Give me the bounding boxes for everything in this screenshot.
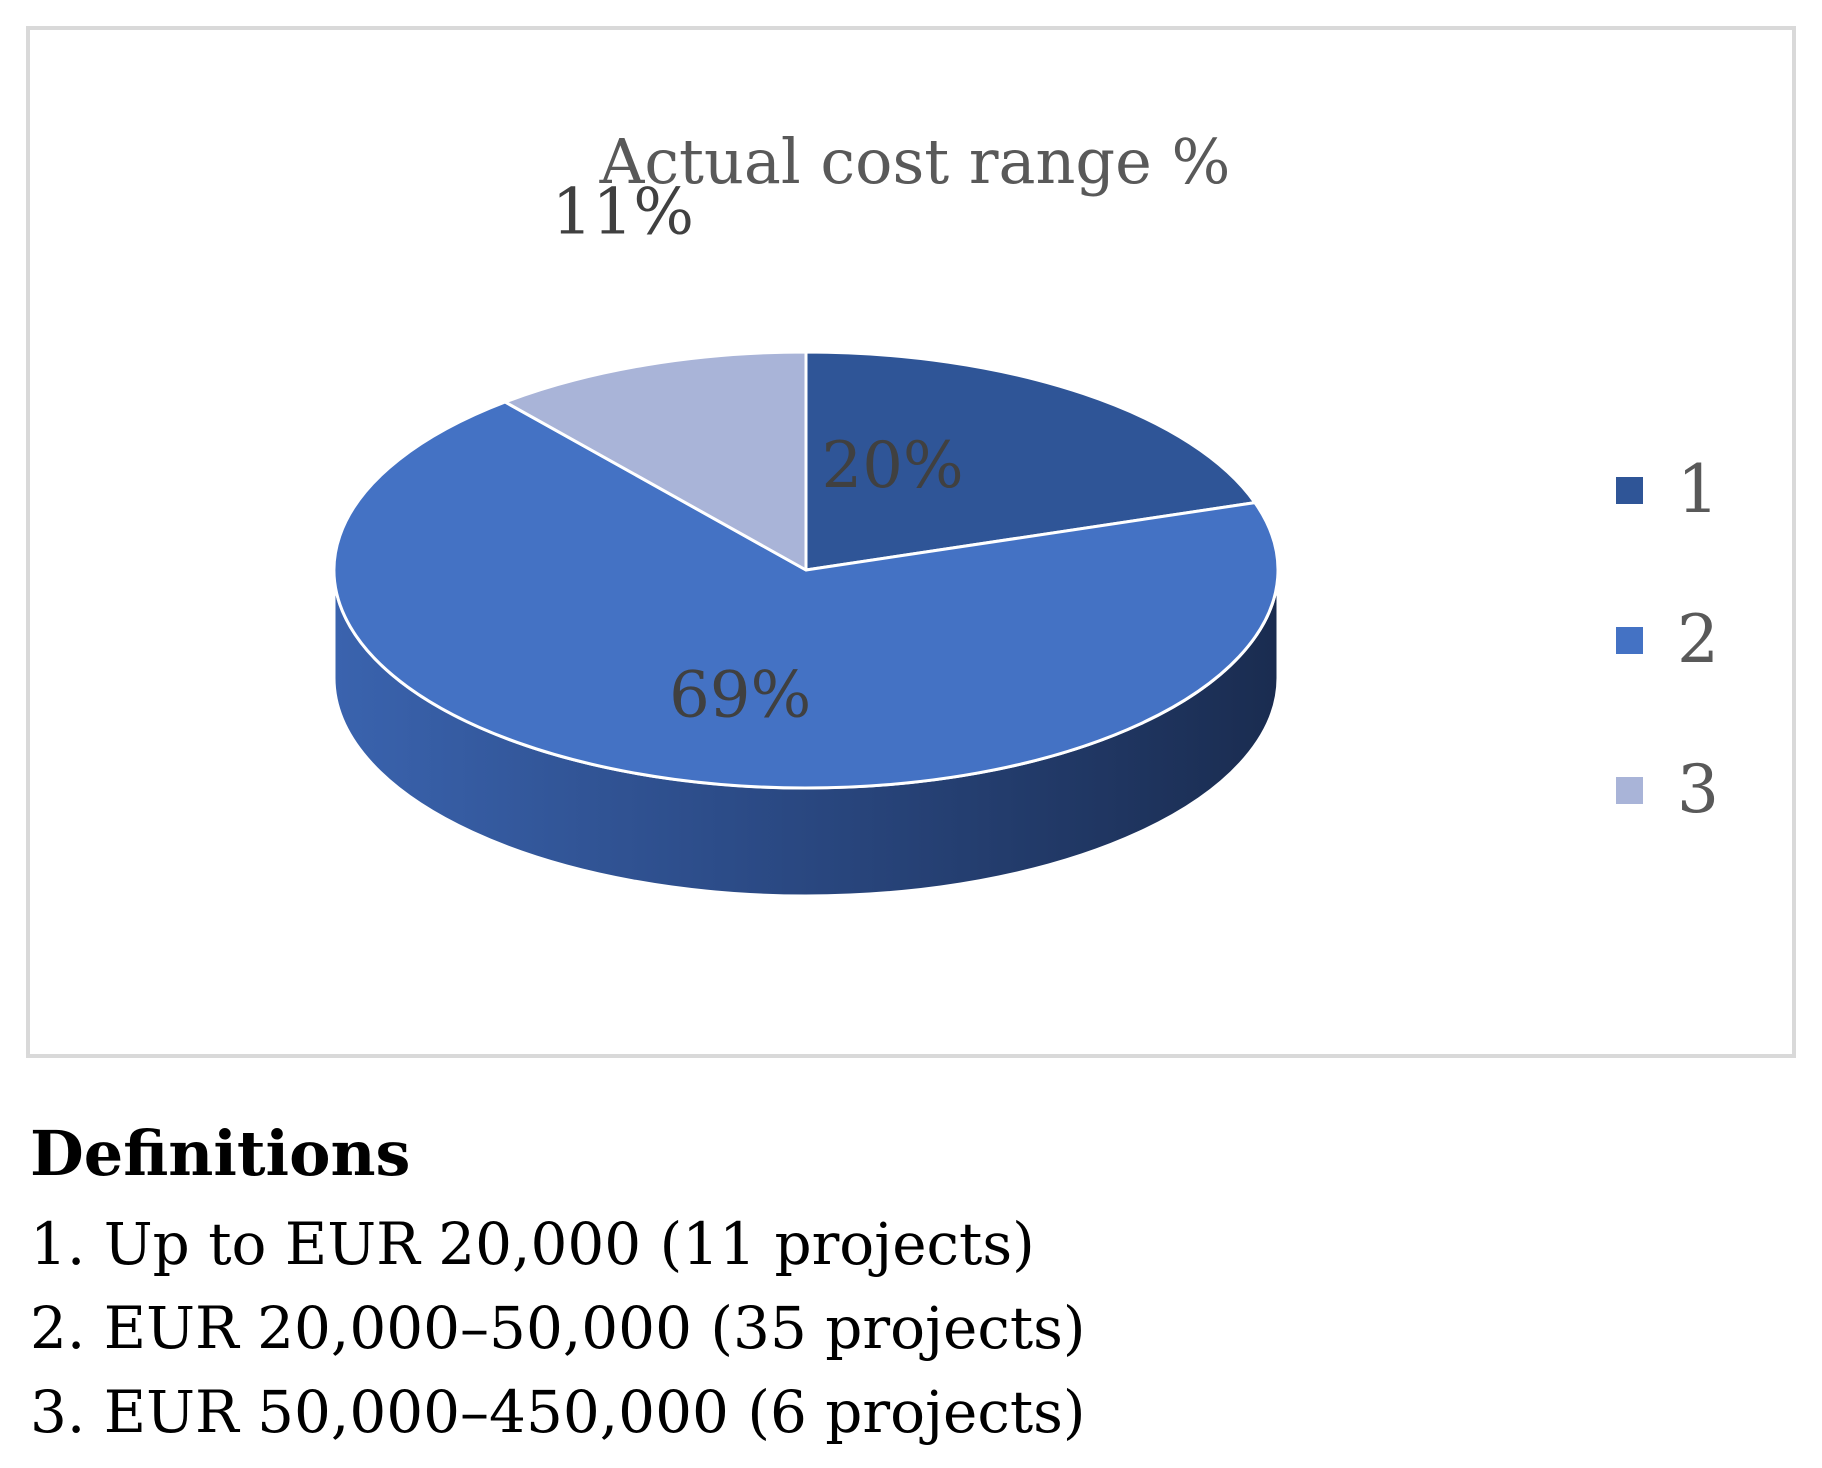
pie-slice-1	[804, 350, 1257, 572]
definition-item-1: 1. Up to EUR 20,000 (11 projects)	[30, 1210, 1035, 1279]
legend-item-3: 3	[1616, 750, 1719, 830]
definition-item-2: 2. EUR 20,000–50,000 (35 projects)	[30, 1294, 1086, 1363]
definition-item-3: 3. EUR 50,000–450,000 (6 projects)	[30, 1378, 1086, 1447]
pie-slice-3	[503, 350, 808, 572]
data-label-2: 69%	[669, 658, 811, 732]
chart-frame: 20% 69% 11% Actual cost range % 1 2 3	[26, 26, 1796, 1058]
pie-chart: 20% 69% 11%	[332, 176, 1280, 898]
chart-title: Actual cost range %	[599, 125, 1231, 198]
legend-swatch-2	[1616, 626, 1643, 654]
legend-label-1: 1	[1677, 451, 1719, 528]
legend-item-1: 1	[1616, 450, 1719, 530]
legend-swatch-3	[1616, 776, 1643, 804]
legend-item-2: 2	[1616, 600, 1719, 680]
legend-label-3: 3	[1677, 751, 1719, 828]
legend-label-2: 2	[1677, 601, 1719, 678]
pie-slice-2	[332, 400, 1280, 790]
definitions: Definitions 1. Up to EUR 20,000 (11 proj…	[30, 1117, 1086, 1454]
data-label-3: 11%	[552, 176, 694, 250]
legend-swatch-1	[1616, 476, 1643, 504]
definitions-heading: Definitions	[30, 1117, 411, 1190]
data-label-1: 20%	[821, 429, 963, 503]
